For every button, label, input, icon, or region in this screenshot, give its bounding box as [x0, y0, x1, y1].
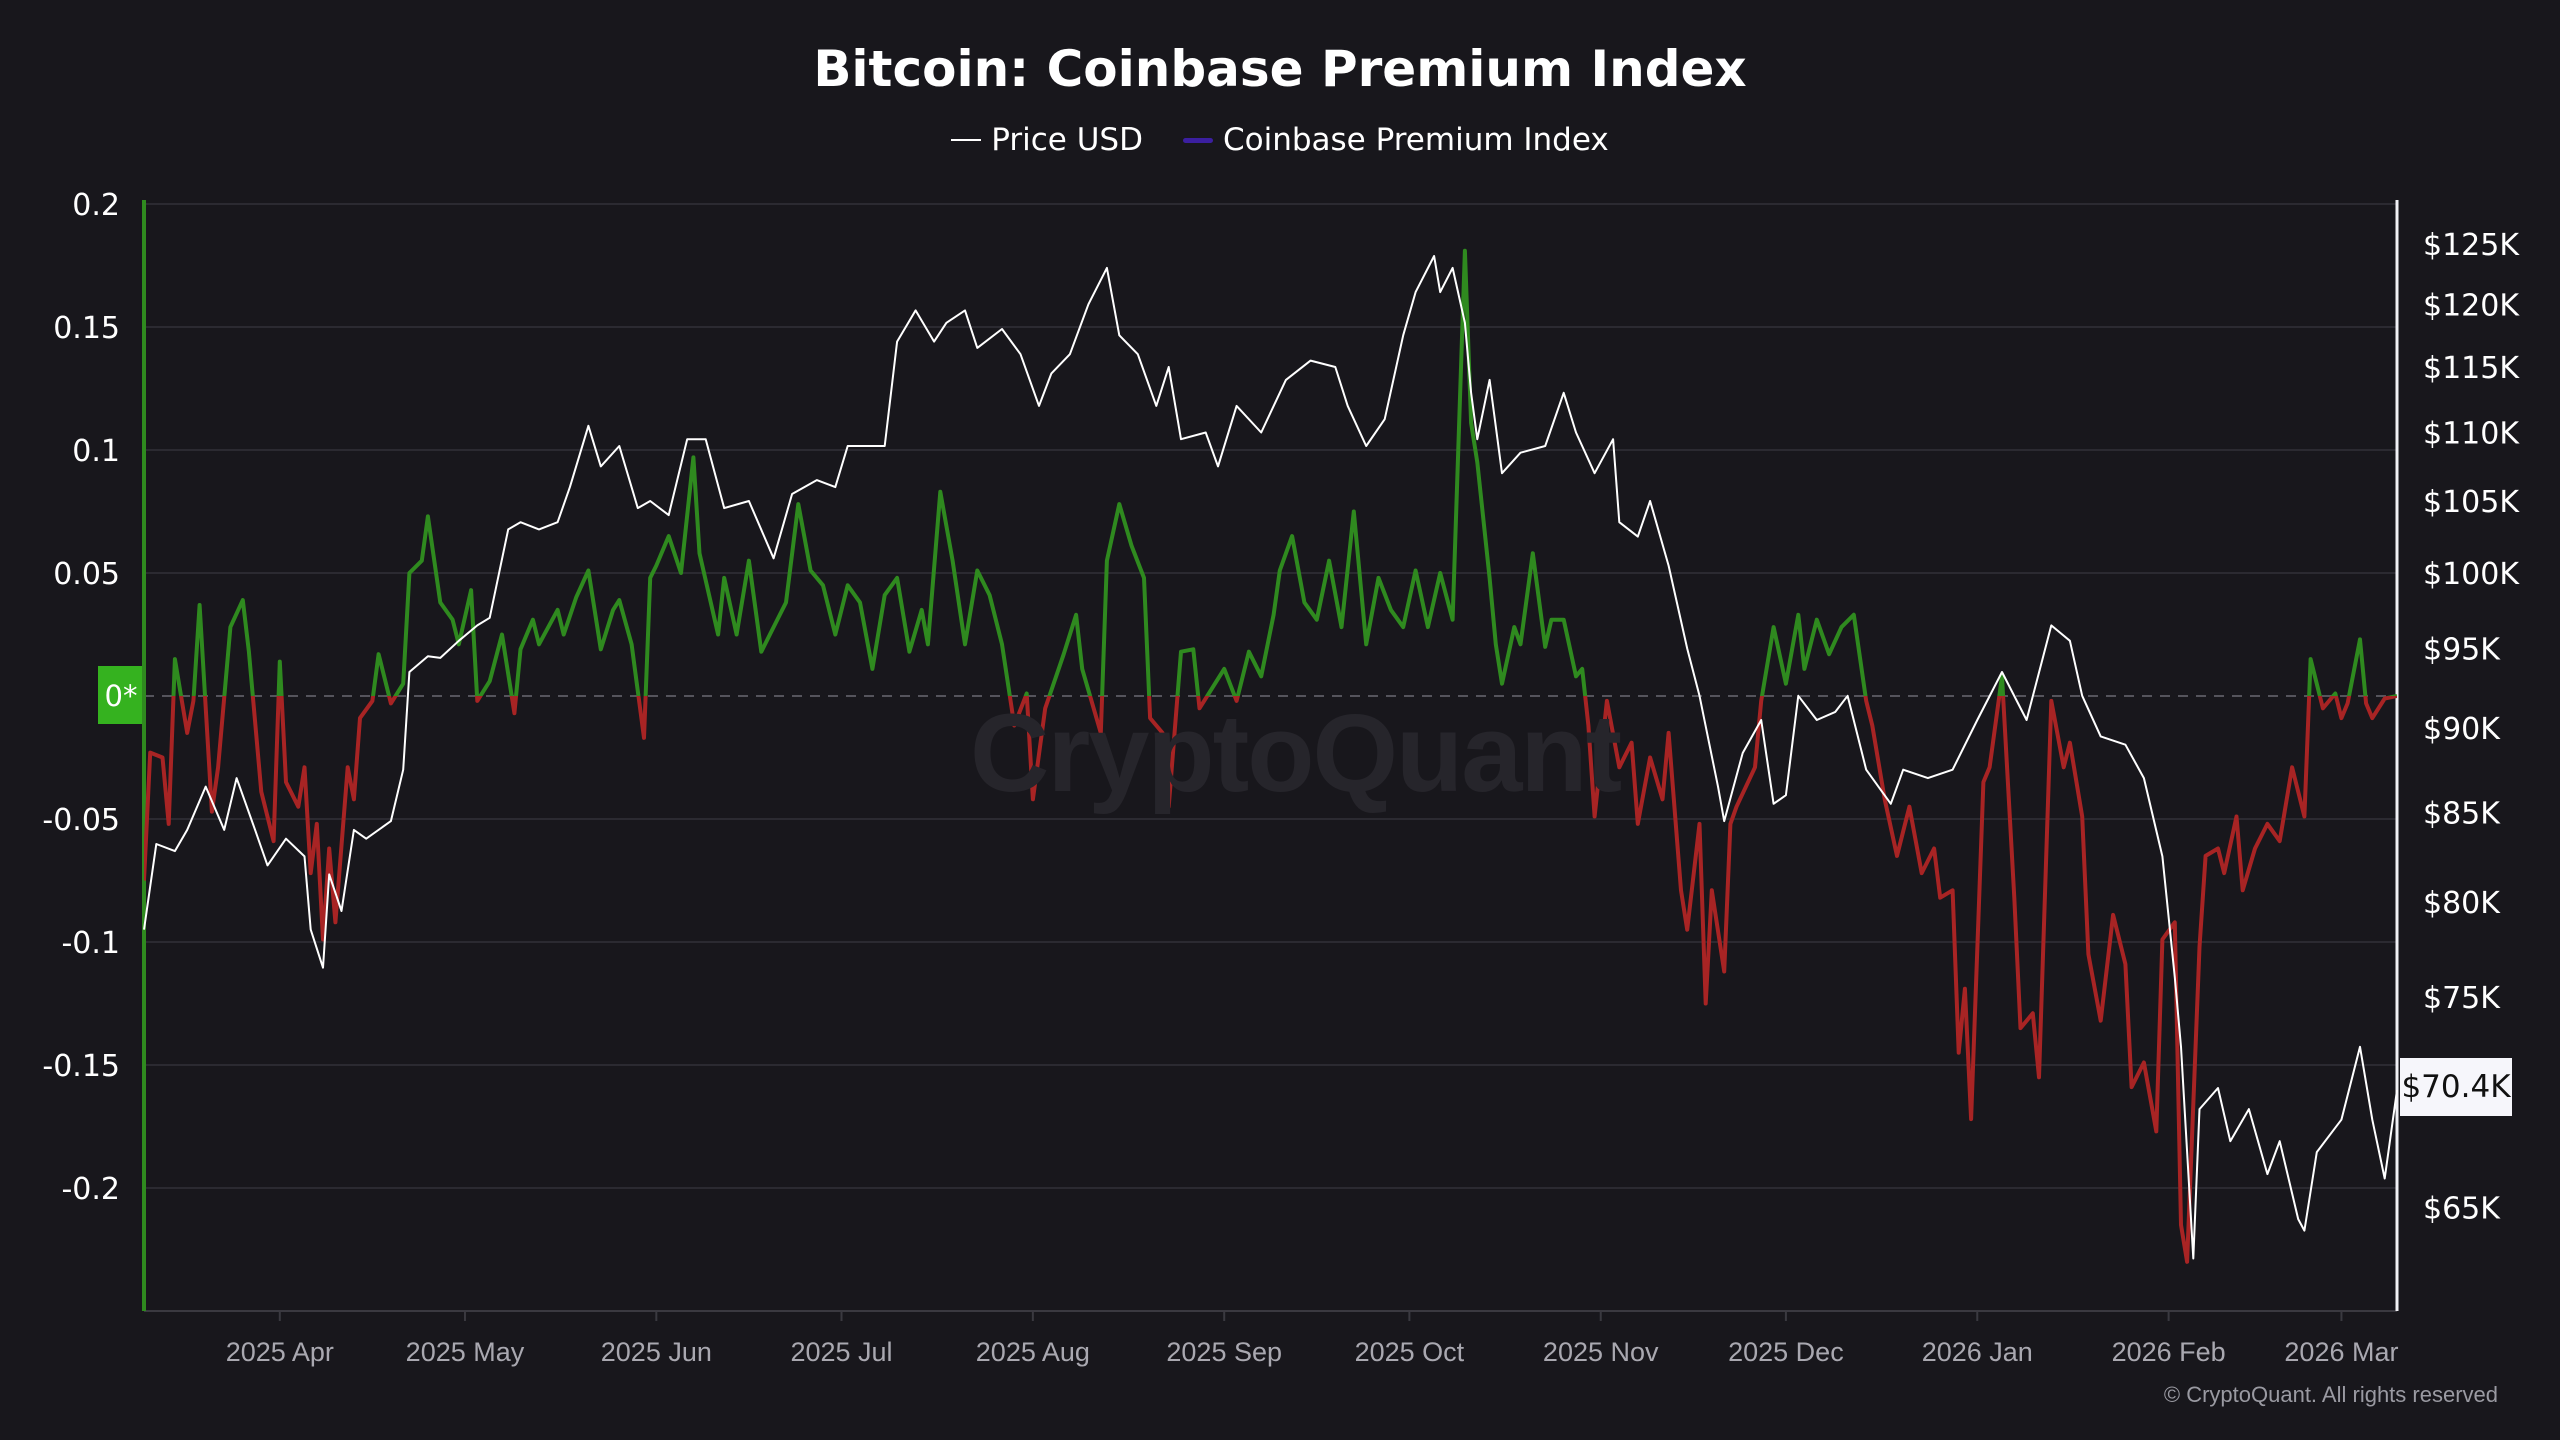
y-left-tick-label: 0.05 — [53, 557, 120, 592]
chart-title: Bitcoin: Coinbase Premium Index — [813, 40, 1747, 98]
price-line — [143, 255, 2398, 1260]
premium-line-positive — [171, 248, 2397, 696]
zero-badge — [98, 666, 144, 724]
y-left-tick-label: 0.2 — [72, 188, 120, 223]
x-tick-label: 2026 Jan — [1922, 1337, 2033, 1367]
y-right-tick-label: $105K — [2423, 485, 2520, 520]
y-right-tick-label: $115K — [2423, 351, 2520, 386]
watermark: CryptoQuant — [970, 692, 1622, 815]
y-right-tick-label: $120K — [2423, 288, 2520, 323]
y-right-tick-label: $75K — [2423, 981, 2501, 1016]
y-left-tick-label: -0.2 — [61, 1172, 120, 1207]
y-right-tick-label: $110K — [2423, 416, 2520, 451]
legend-swatch-premium — [1182, 137, 1213, 143]
x-tick-label: 2025 Jun — [601, 1337, 712, 1367]
y-left-tick-label: 0.15 — [53, 311, 120, 346]
legend-swatch-price — [951, 139, 982, 141]
y-right-tick-label: $80K — [2423, 886, 2501, 921]
x-tick-label: 2025 Jul — [790, 1337, 892, 1367]
y-right-tick-label: $95K — [2423, 633, 2501, 668]
premium-line-negative — [144, 696, 2397, 1264]
y-left-tick-label: 0.1 — [72, 434, 120, 469]
x-tick-label: 2025 Sep — [1166, 1337, 1282, 1367]
legend-item-price[interactable]: Price USD — [951, 122, 1143, 158]
legend: Price USD Coinbase Premium Index — [0, 122, 2560, 158]
legend-label-premium: Coinbase Premium Index — [1222, 122, 1609, 158]
y-left-tick-label: -0.05 — [42, 803, 120, 838]
x-tick-label: 2025 Oct — [1355, 1337, 1465, 1367]
y-right-tick-label: $85K — [2423, 796, 2501, 831]
x-tick-label: 2025 Aug — [976, 1337, 1090, 1367]
zero-badge-label: 0* — [105, 679, 138, 713]
y-right-tick-label: $65K — [2423, 1192, 2501, 1227]
copyright: © CryptoQuant. All rights reserved — [2163, 1382, 2498, 1407]
x-tick-label: 2026 Feb — [2112, 1337, 2226, 1367]
y-right-tick-label: $90K — [2423, 712, 2501, 747]
x-tick-label: 2025 Nov — [1543, 1337, 1659, 1367]
x-tick-label: 2026 Mar — [2284, 1337, 2398, 1367]
x-tick-label: 2025 Apr — [226, 1337, 334, 1367]
x-tick-label: 2025 Dec — [1728, 1337, 1844, 1367]
y-left-tick-label: -0.15 — [42, 1049, 120, 1084]
legend-item-premium[interactable]: Coinbase Premium Index — [1182, 122, 1609, 158]
y-left-tick-label: -0.1 — [61, 926, 120, 961]
current-price-label: $70.4K — [2400, 1058, 2512, 1116]
y-right-tick-label: $100K — [2423, 557, 2520, 592]
y-right-tick-label: $125K — [2423, 228, 2520, 263]
x-tick-label: 2025 May — [406, 1337, 525, 1367]
legend-label-price: Price USD — [991, 122, 1143, 158]
